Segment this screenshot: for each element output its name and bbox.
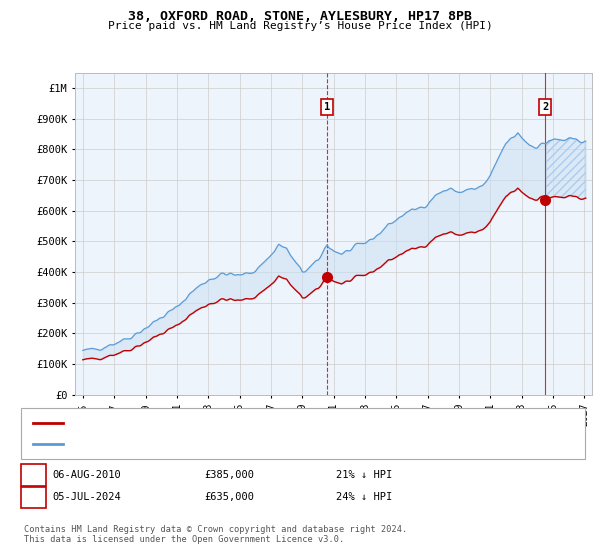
Text: £385,000: £385,000	[204, 470, 254, 480]
Text: 1: 1	[324, 101, 330, 111]
Text: Contains HM Land Registry data © Crown copyright and database right 2024.
This d: Contains HM Land Registry data © Crown c…	[24, 525, 407, 544]
Text: 2: 2	[31, 492, 37, 502]
Text: £635,000: £635,000	[204, 492, 254, 502]
Text: 06-AUG-2010: 06-AUG-2010	[52, 470, 121, 480]
Text: 1: 1	[31, 470, 37, 480]
Text: 05-JUL-2024: 05-JUL-2024	[52, 492, 121, 502]
Text: 38, OXFORD ROAD, STONE, AYLESBURY, HP17 8PB (detached house): 38, OXFORD ROAD, STONE, AYLESBURY, HP17 …	[69, 418, 421, 428]
Text: 38, OXFORD ROAD, STONE, AYLESBURY, HP17 8PB: 38, OXFORD ROAD, STONE, AYLESBURY, HP17 …	[128, 10, 472, 23]
Text: Price paid vs. HM Land Registry’s House Price Index (HPI): Price paid vs. HM Land Registry’s House …	[107, 21, 493, 31]
Text: 2: 2	[542, 101, 548, 111]
Text: HPI: Average price, detached house, Buckinghamshire: HPI: Average price, detached house, Buck…	[69, 440, 368, 450]
Text: 24% ↓ HPI: 24% ↓ HPI	[336, 492, 392, 502]
Text: 21% ↓ HPI: 21% ↓ HPI	[336, 470, 392, 480]
